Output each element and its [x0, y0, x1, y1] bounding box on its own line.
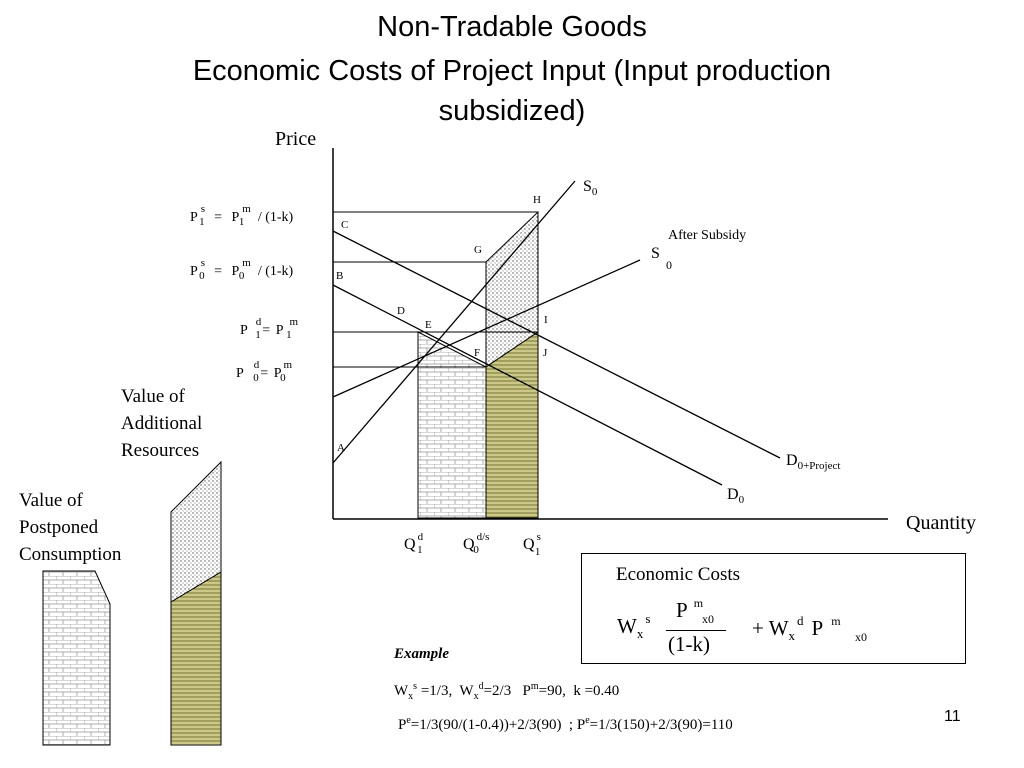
economic-costs-heading: Economic Costs: [616, 564, 741, 585]
demand-curve-d0: [332, 284, 723, 486]
additional-resources-label-line-3: Resources: [121, 440, 200, 461]
area-postponed-consumption: [417, 331, 487, 519]
curve-label-s0: S0: [583, 178, 598, 198]
curve-label-s-after-sub: 0: [666, 258, 672, 272]
example-heading: Example: [394, 646, 449, 662]
point-label-d: D: [397, 305, 405, 317]
point-label-e: E: [425, 319, 432, 331]
curve-label-d0: D0: [727, 486, 745, 506]
formula-fraction-bar: [666, 630, 726, 631]
page-number: 11: [944, 708, 961, 725]
supply-curve-after-subsidy: [332, 259, 641, 398]
price-label-p0s: Ps0 = Pm0 / (1-k): [190, 257, 294, 282]
curve-label-s-after: S: [651, 245, 660, 262]
price-label-p0d: Pd0 = Pm0: [236, 359, 293, 384]
bar-additional-resources-striped: [170, 571, 222, 746]
point-label-i: I: [544, 314, 548, 326]
additional-resources-label: Value of Additional Resources: [121, 383, 202, 464]
postponed-consumption-label-line-2: Postponed: [19, 517, 99, 538]
demand-curve-d0-project: [332, 230, 781, 459]
bar-postponed-consumption: [42, 570, 111, 746]
example-line-2: Pe=1/3(90/(1-0.4))+2/3(90) ; Pe=1/3(150)…: [398, 715, 733, 733]
area-additional-resources: [485, 331, 539, 519]
point-label-a: A: [337, 442, 345, 454]
supply-curve-s0: [332, 180, 576, 464]
formula-wxs: Wxs: [617, 611, 651, 641]
additional-resources-label-line-1: Value of: [121, 386, 185, 407]
x-axis-label: Quantity: [906, 512, 976, 534]
point-label-g: G: [474, 244, 482, 256]
formula-x0-subscript: x0: [702, 612, 714, 626]
formula-x0-subscript-2: x0: [855, 630, 867, 644]
y-axis-label: Price: [275, 128, 317, 150]
price-label-p1d: Pd1 = Pm1: [240, 316, 299, 341]
curve-label-d0-project: D0+Project: [786, 452, 841, 472]
slide-title-line-1: Non-Tradable Goods: [377, 11, 647, 43]
postponed-consumption-label: Value of Postponed Consumption: [19, 487, 121, 568]
additional-resources-label-line-2: Additional: [121, 413, 203, 434]
point-label-j: J: [543, 347, 548, 359]
point-label-c: C: [341, 219, 349, 231]
point-label-h: H: [533, 194, 541, 206]
price-label-p1s: Ps1 = Pm1 / (1-k): [190, 203, 294, 228]
formula-denominator: (1-k): [668, 632, 710, 656]
example-line-1: Wxs =1/3, Wxd=2/3 Pm=90, k =0.40: [394, 681, 620, 702]
curve-label-after-subsidy: After Subsidy: [668, 228, 747, 243]
postponed-consumption-label-line-3: Consumption: [19, 544, 122, 565]
slide-title-line-2: Economic Costs of Project Input (Input p…: [192, 55, 832, 87]
slide-title-line-3: subsidized): [438, 95, 586, 127]
point-label-f: F: [474, 347, 481, 359]
point-label-b: B: [336, 270, 344, 282]
postponed-consumption-label-line-1: Value of: [19, 490, 83, 511]
